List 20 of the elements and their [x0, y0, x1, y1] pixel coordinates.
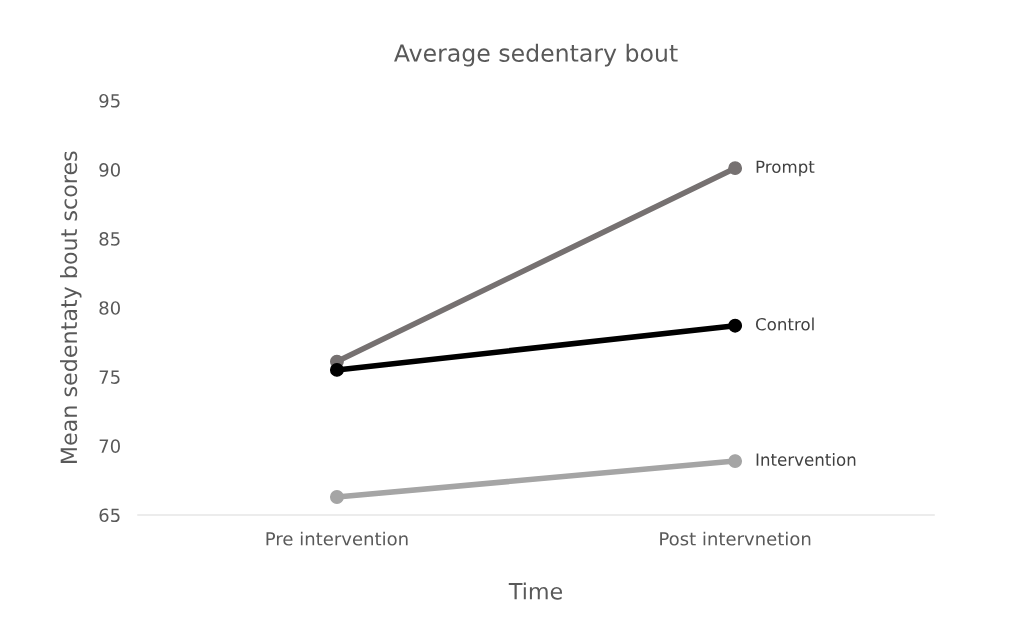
point [728, 454, 743, 469]
point [728, 318, 743, 333]
y-tick-label: 85 [99, 232, 120, 246]
point [728, 161, 743, 176]
y-tick-label: 95 [99, 93, 120, 108]
series-label: Control [755, 317, 814, 331]
series-label: Intervention [756, 453, 856, 466]
y-tick-label: 80 [99, 301, 120, 315]
point [329, 362, 344, 377]
y-tick-label: 70 [99, 439, 120, 453]
point [329, 490, 344, 504]
chart-title: Average sedentary bout [394, 43, 678, 67]
series-label: Prompt [756, 160, 815, 177]
y-tick-label: 90 [99, 163, 120, 177]
y-axis-title: Mean sedentaty bout scores [60, 151, 82, 463]
y-tick-label: 65 [99, 508, 120, 523]
x-tick-label: Pre intervention [266, 531, 408, 546]
x-axis-title: Time [508, 582, 563, 600]
x-tick-label: Post intervnetion [660, 531, 811, 546]
y-tick-label: 75 [99, 370, 120, 384]
